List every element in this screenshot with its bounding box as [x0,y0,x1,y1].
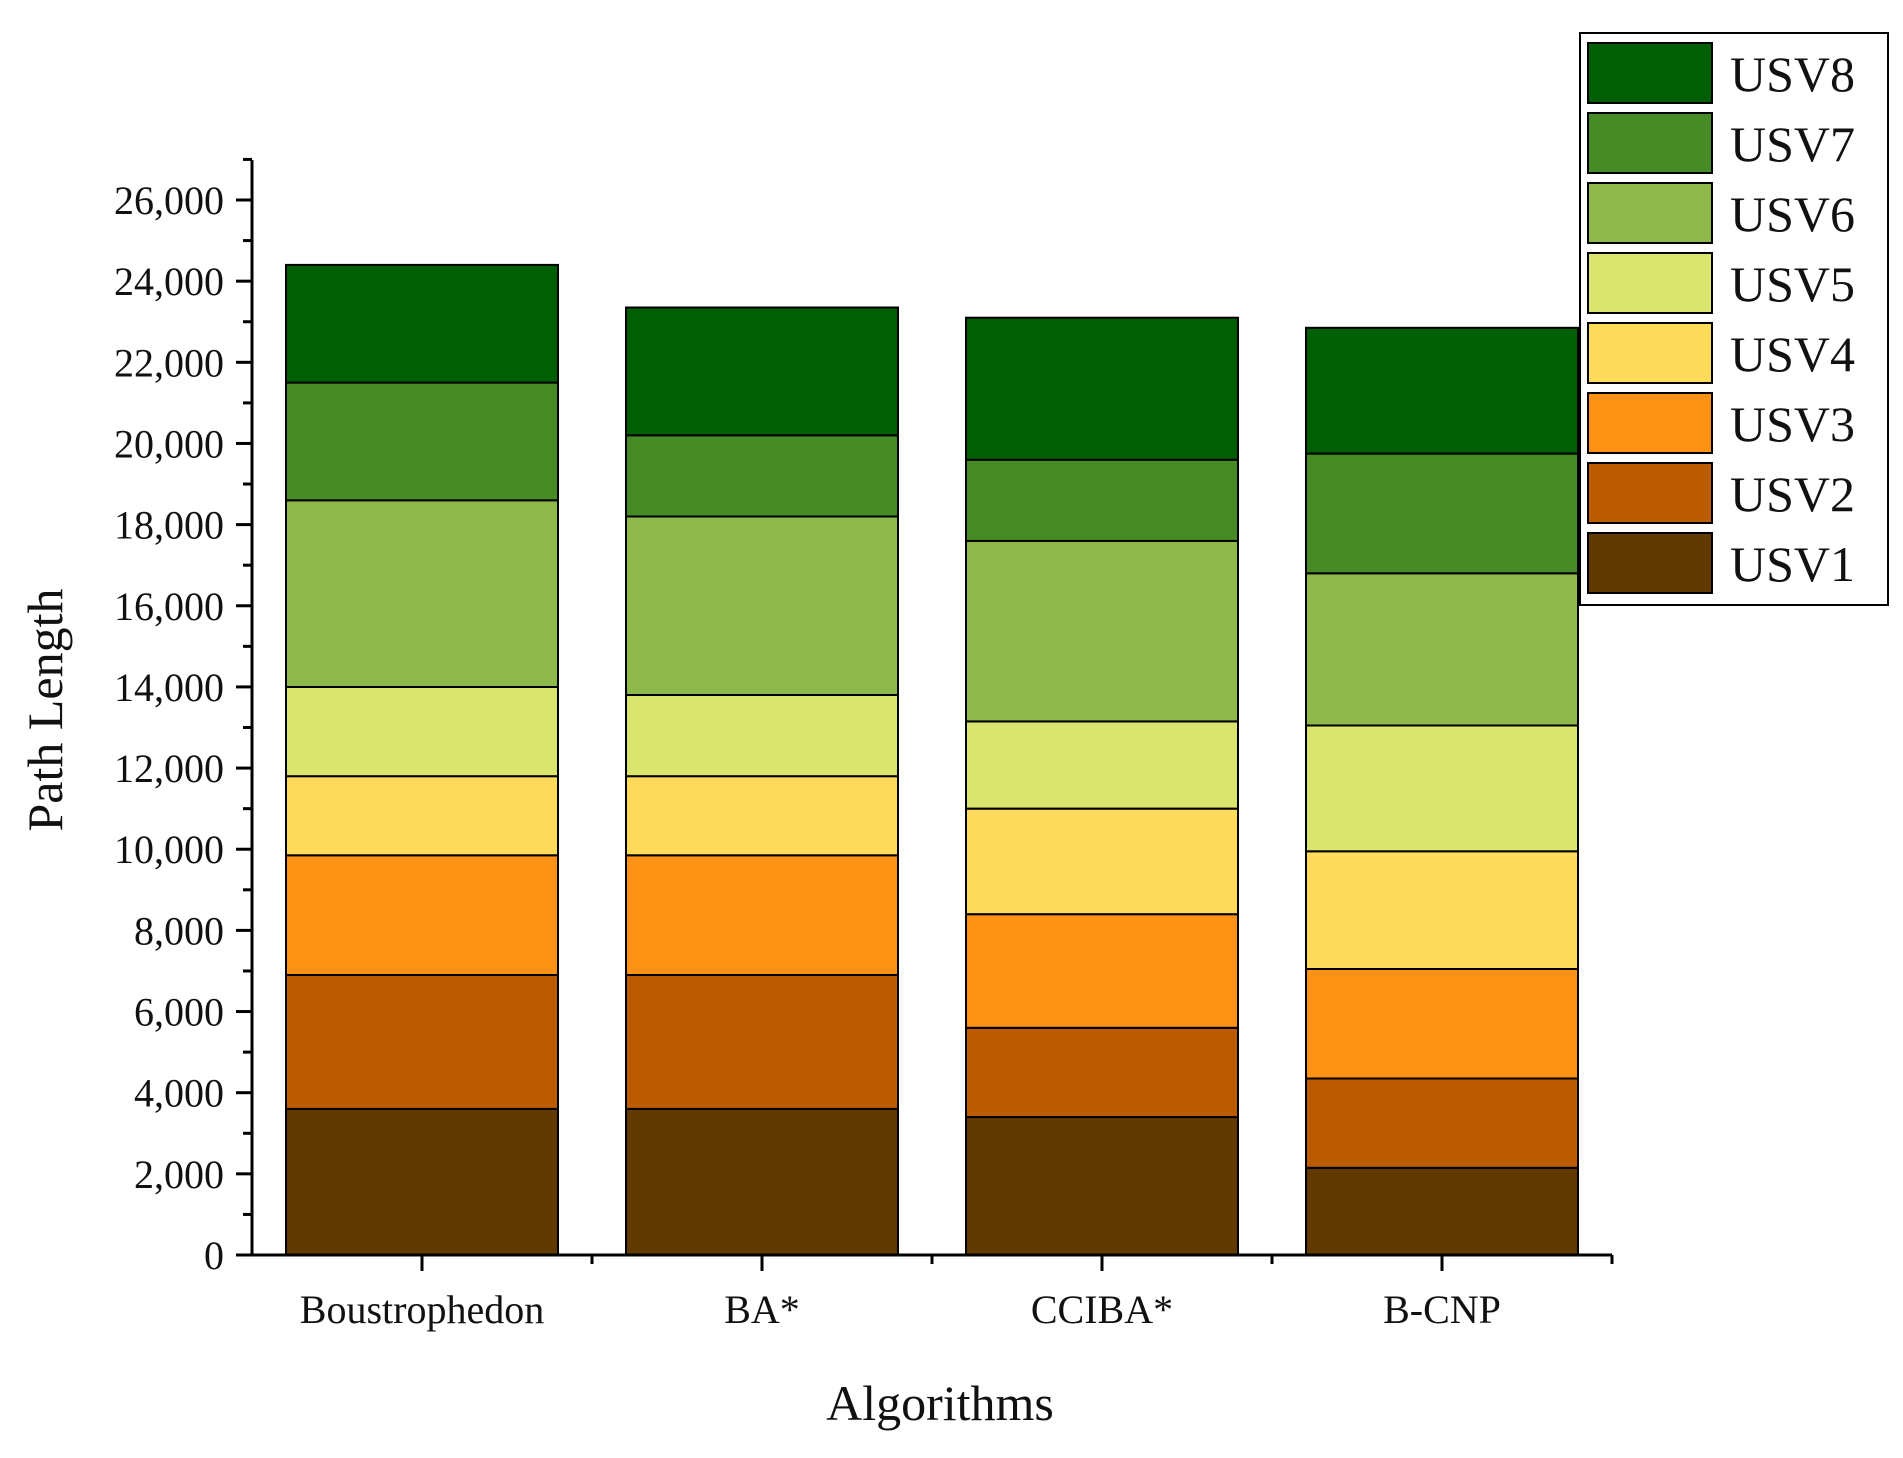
bar-segment-usv2-ba [625,974,899,1110]
bar-segment-usv3-cciba [965,913,1239,1029]
legend-swatch-usv5 [1587,252,1713,314]
y-tick-label: 2,000 [134,1152,224,1197]
bar-segment-usv3-bcnp [1305,967,1579,1080]
legend-label-usv8: USV8 [1730,46,1855,102]
y-axis-title: Path Length [17,588,73,831]
y-tick-label: 22,000 [114,340,224,385]
bar-segment-usv2-boustrophedon [285,974,559,1110]
bar-segment-usv2-bcnp [1305,1077,1579,1169]
bar-segment-usv8-bcnp [1305,326,1579,455]
legend-swatch-usv1 [1587,532,1713,594]
legend-label-usv3: USV3 [1730,396,1855,452]
legend-label-usv5: USV5 [1730,256,1855,312]
bars-layer [285,263,1579,1257]
legend: USV8 USV7 USV6 USV5 USV4 USV3 USV2 USV1 [1579,32,1889,606]
bar-segment-usv6-boustrophedon [285,499,559,688]
bar-segment-usv8-cciba [965,316,1239,461]
y-tick-label: 20,000 [114,421,224,466]
bar-segment-usv4-boustrophedon [285,775,559,857]
bar-segment-usv4-ba [625,775,899,857]
x-tick-label: CCIBA* [1031,1287,1173,1332]
legend-label-usv7: USV7 [1730,116,1855,172]
legend-label-usv4: USV4 [1730,326,1855,382]
bar-segment-usv7-cciba [965,458,1239,542]
bar-segment-usv2-cciba [965,1026,1239,1119]
bar-segment-usv1-cciba [965,1116,1239,1256]
axes-layer: Boustrophedon BA* CCIBA* B-CNP 0 2,000 4,000 6,… [114,157,1614,1332]
legend-swatch-usv8 [1587,42,1713,104]
y-tick-label: 16,000 [114,584,224,629]
bar-segment-usv5-bcnp [1305,724,1579,853]
legend-label-usv6: USV6 [1730,186,1855,242]
bar-segment-usv8-boustrophedon [285,263,559,384]
y-tick-label: 4,000 [134,1071,224,1116]
bar-segment-usv3-boustrophedon [285,854,559,976]
legend-swatch-usv7 [1587,112,1713,174]
y-tick-label: 0 [204,1233,224,1278]
bar-segment-usv6-cciba [965,539,1239,723]
bar-segment-usv6-bcnp [1305,572,1579,727]
bar-segment-usv5-boustrophedon [285,685,559,778]
legend-swatch-usv3 [1587,392,1713,454]
bar-segment-usv6-ba [625,515,899,696]
legend-label-usv1: USV1 [1730,536,1855,592]
bar-segment-usv7-boustrophedon [285,381,559,502]
bar-segment-usv1-ba [625,1107,899,1257]
bar-segment-usv5-ba [625,694,899,778]
y-tick-label: 8,000 [134,908,224,953]
y-tick-label: 26,000 [114,178,224,223]
legend-swatch-usv6 [1587,182,1713,244]
bar-segment-usv7-bcnp [1305,452,1579,575]
y-tick-label: 10,000 [114,827,224,872]
x-tick-label: B-CNP [1383,1287,1501,1332]
x-tick-label: Boustrophedon [300,1287,544,1332]
bar-segment-usv1-boustrophedon [285,1107,559,1257]
bar-segment-usv7-ba [625,434,899,518]
bar-segment-usv5-cciba [965,720,1239,810]
y-tick-label: 24,000 [114,259,224,304]
y-tick-label: 18,000 [114,503,224,548]
y-tick-label: 12,000 [114,746,224,791]
legend-label-usv2: USV2 [1730,466,1855,522]
legend-swatch-usv4 [1587,322,1713,384]
bar-segment-usv3-ba [625,854,899,976]
bar-segment-usv4-bcnp [1305,850,1579,970]
legend-swatch-usv2 [1587,462,1713,524]
x-axis-title: Algorithms [826,1375,1054,1431]
bar-segment-usv8-ba [625,306,899,437]
bar-segment-usv1-bcnp [1305,1166,1579,1257]
y-tick-label: 6,000 [134,990,224,1035]
x-tick-label: BA* [724,1287,800,1332]
y-tick-label: 14,000 [114,665,224,710]
bar-segment-usv4-cciba [965,807,1239,916]
